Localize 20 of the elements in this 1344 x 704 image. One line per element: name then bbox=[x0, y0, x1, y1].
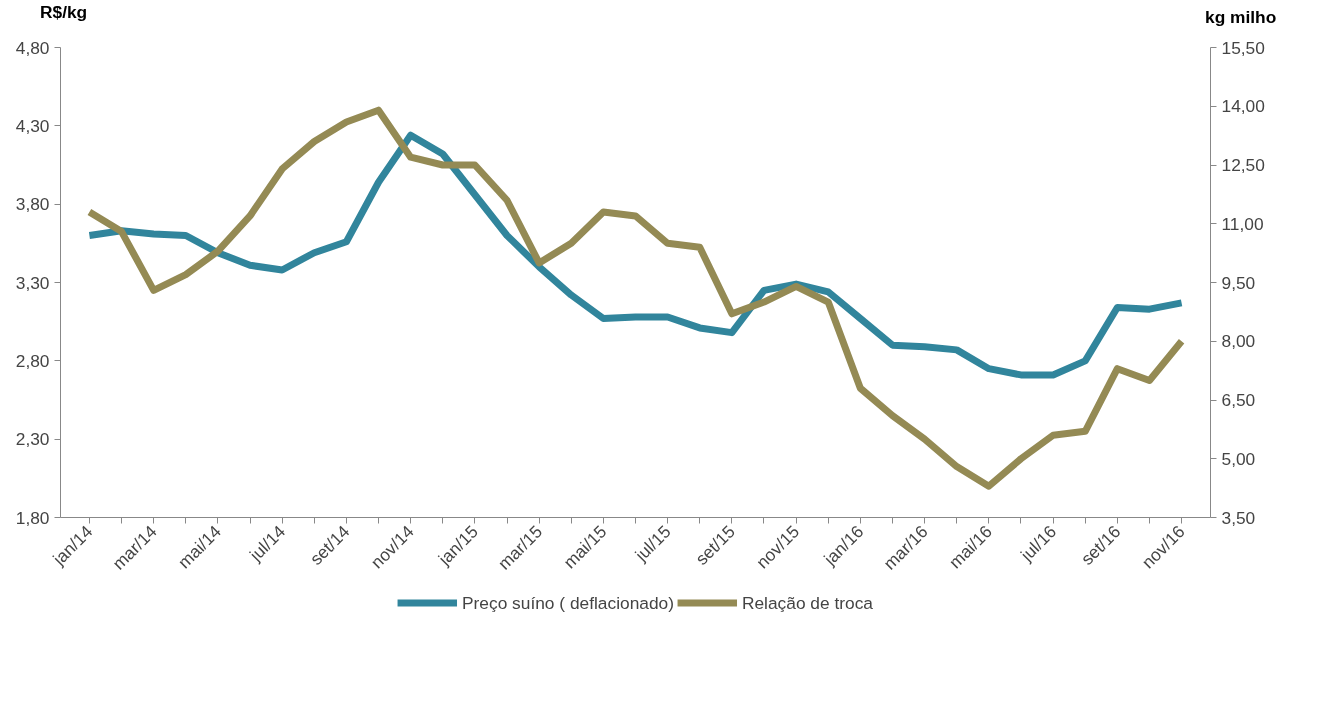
y2-tick-label: 9,50 bbox=[1221, 272, 1256, 293]
y-tick-label: 1,80 bbox=[15, 507, 50, 528]
y2-tick-label: 6,50 bbox=[1221, 389, 1256, 410]
y2-tick-label: 8,00 bbox=[1221, 331, 1256, 351]
y-axis-title: R$/kg bbox=[40, 1, 88, 24]
y2-tick-label: 11,00 bbox=[1221, 213, 1264, 234]
y-tick-label: 2,80 bbox=[15, 350, 50, 371]
y2-tick-label: 12,50 bbox=[1221, 154, 1265, 175]
y2-tick-label: 5,00 bbox=[1221, 448, 1256, 469]
legend-label: Relação de troca bbox=[741, 592, 873, 614]
y-tick-label: 4,30 bbox=[15, 115, 50, 136]
y2-tick-label: 15,50 bbox=[1221, 37, 1265, 58]
y-tick-label: 3,80 bbox=[15, 193, 50, 214]
y2-axis-title: kg milho bbox=[1205, 6, 1277, 29]
legend-label: Preço suíno ( deflacionado) bbox=[462, 592, 674, 614]
y2-tick-label: 3,50 bbox=[1221, 507, 1256, 528]
y-tick-label: 4,80 bbox=[15, 37, 50, 58]
y2-tick-label: 14,00 bbox=[1221, 96, 1265, 116]
y-tick-label: 2,30 bbox=[15, 428, 50, 449]
y-tick-label: 3,30 bbox=[15, 272, 50, 293]
